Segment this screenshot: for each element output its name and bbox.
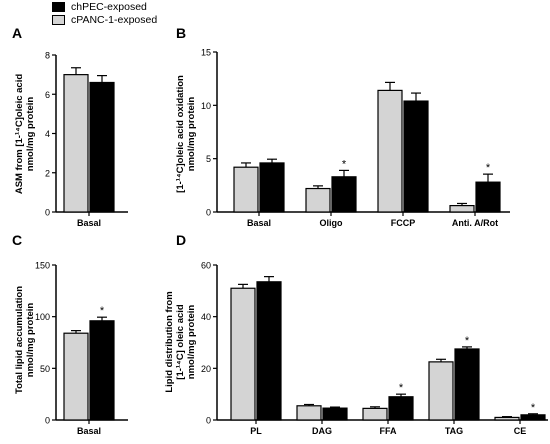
x-tick-label: PL <box>250 426 262 436</box>
legend-swatch <box>52 2 65 12</box>
bar <box>259 162 285 213</box>
y-axis-label: nmol/mg protein <box>186 305 197 380</box>
bar <box>296 405 322 421</box>
y-axis-label: nmol/mg protein <box>186 97 197 172</box>
x-tick-label: CE <box>514 426 527 436</box>
y-tick-label: 6 <box>45 90 50 100</box>
bar <box>89 81 115 213</box>
y-tick-label: 15 <box>201 48 211 58</box>
significance-marker: * <box>465 335 470 347</box>
bar <box>403 100 429 213</box>
significance-marker: * <box>531 402 536 414</box>
legend-item: cPANC-1-exposed <box>52 14 157 26</box>
panel-label: B <box>176 25 186 41</box>
bar <box>256 281 282 421</box>
y-tick-label: 5 <box>206 154 211 164</box>
y-axis-label: Total lipid accumulation <box>14 286 25 394</box>
y-tick-label: 100 <box>35 312 50 322</box>
bar <box>331 176 357 213</box>
x-tick-label: Basal <box>77 426 101 436</box>
panel-label: A <box>12 25 22 41</box>
y-tick-label: 0 <box>206 208 211 218</box>
x-tick-label: TAG <box>445 426 463 436</box>
bar <box>230 287 256 421</box>
y-axis-label: [1-¹⁴C]oleic acid oxidation <box>175 75 186 193</box>
x-tick-label: Oligo <box>320 218 343 228</box>
bar <box>454 348 480 421</box>
panel-label: D <box>176 232 186 248</box>
y-tick-label: 8 <box>45 51 50 61</box>
bar <box>362 407 388 421</box>
y-axis-label: nmol/mg protein <box>25 303 36 378</box>
x-tick-label: Basal <box>247 218 271 228</box>
x-tick-label: Basal <box>77 218 101 228</box>
y-axis-label: [1-¹⁴C] oleic acid <box>175 304 186 380</box>
legend-swatch <box>52 15 65 25</box>
x-tick-label: FFA <box>380 426 397 436</box>
y-tick-label: 2 <box>45 168 50 178</box>
bar <box>494 416 520 421</box>
y-tick-label: 50 <box>40 364 50 374</box>
y-axis-label: ASM from [1-¹⁴C]oleic acid <box>14 74 25 194</box>
significance-marker: * <box>399 382 404 394</box>
panel-label: C <box>12 232 22 248</box>
y-tick-label: 20 <box>201 364 211 374</box>
significance-marker: * <box>486 162 491 174</box>
legend-label: chPEC-exposed <box>71 1 147 13</box>
bar <box>520 414 546 421</box>
y-tick-label: 150 <box>35 261 50 271</box>
bar <box>377 89 403 213</box>
y-axis-label: nmol/mg protein <box>25 97 36 172</box>
y-tick-label: 60 <box>201 261 211 271</box>
y-axis-label: Lipid distribution from <box>164 291 175 392</box>
bar <box>305 187 331 213</box>
bar <box>449 205 475 213</box>
bar <box>428 361 454 421</box>
bar <box>63 332 89 421</box>
bar <box>89 320 115 421</box>
bar <box>322 407 348 421</box>
x-tick-label: DAG <box>312 426 332 436</box>
bar <box>475 181 501 213</box>
bar <box>388 396 414 421</box>
significance-marker: * <box>342 158 347 170</box>
y-tick-label: 4 <box>45 129 50 139</box>
bar <box>63 74 89 213</box>
bar <box>233 166 259 213</box>
y-tick-label: 40 <box>201 312 211 322</box>
x-tick-label: FCCP <box>391 218 416 228</box>
significance-marker: * <box>100 305 105 317</box>
y-tick-label: 0 <box>45 208 50 218</box>
legend-item: chPEC-exposed <box>52 1 147 13</box>
y-tick-label: 0 <box>45 416 50 426</box>
y-tick-label: 10 <box>201 101 211 111</box>
x-tick-label: Anti. A/Rot <box>452 218 498 228</box>
legend-label: cPANC-1-exposed <box>71 14 158 26</box>
y-tick-label: 0 <box>206 416 211 426</box>
